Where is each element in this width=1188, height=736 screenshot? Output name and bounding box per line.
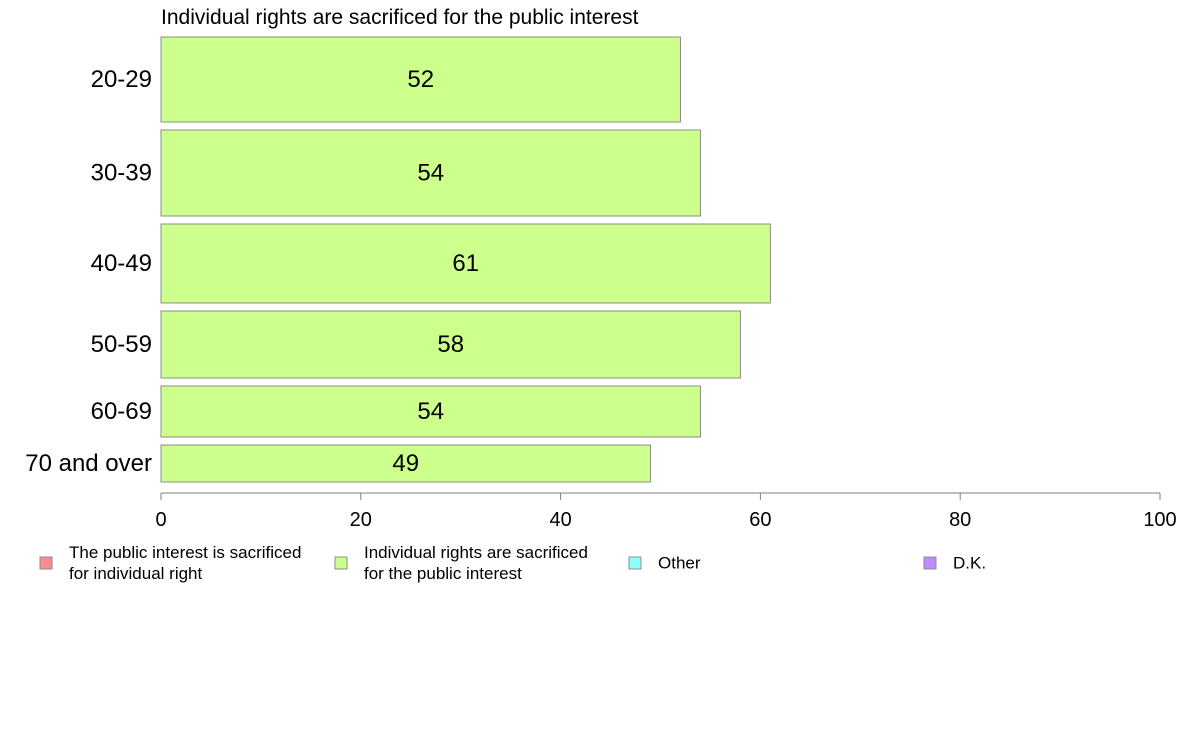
bar-value-label: 58	[437, 331, 464, 358]
bar-30-39	[160, 129, 701, 217]
category-label: 50-59	[91, 331, 152, 358]
legend: The public interest is sacrificed for ind…	[39, 543, 986, 583]
legend-swatch	[334, 556, 348, 570]
bar-70-and-over	[160, 444, 652, 483]
bar-50-59	[160, 310, 741, 379]
x-tick-label: 100	[1143, 509, 1176, 531]
legend-label: Individual rights are sacrificed	[364, 543, 588, 562]
category-label: 40-49	[91, 250, 152, 277]
x-tick-label: 20	[350, 509, 372, 531]
legend-swatch	[923, 556, 937, 570]
legend-label: for the public interest	[364, 564, 522, 583]
category-label: 70 and over	[25, 450, 152, 477]
bar-60-69	[160, 385, 701, 438]
category-label: 60-69	[91, 398, 152, 425]
category-label: 20-29	[91, 66, 152, 93]
x-axis: 0 20 40 60 80 100	[155, 492, 1177, 531]
legend-label: Other	[658, 554, 701, 573]
bars-layer: 52 20-29 54 30-39 61 40-49 58 50-59 54 60-69 49 70 …	[25, 36, 771, 483]
x-tick-label: 40	[549, 509, 571, 531]
bar-value-label: 61	[452, 250, 479, 277]
chart-title: Individual rights are sacrificed for the…	[161, 6, 639, 29]
bar-40-49	[160, 223, 771, 304]
x-tick-label: 0	[155, 509, 166, 531]
bar-20-29	[160, 36, 681, 123]
legend-label: The public interest is sacrificed	[69, 543, 301, 562]
bar-value-label: 52	[407, 66, 434, 93]
bar-value-label: 54	[417, 160, 444, 187]
category-label: 30-39	[91, 160, 152, 187]
legend-swatch	[628, 556, 642, 570]
legend-label: for individual right	[69, 564, 203, 583]
bar-value-label: 54	[417, 398, 444, 425]
bar-value-label: 49	[392, 450, 419, 477]
x-tick-label: 60	[749, 509, 771, 531]
x-tick-label: 80	[949, 509, 971, 531]
legend-label: D.K.	[953, 554, 986, 573]
legend-swatch	[39, 556, 53, 570]
